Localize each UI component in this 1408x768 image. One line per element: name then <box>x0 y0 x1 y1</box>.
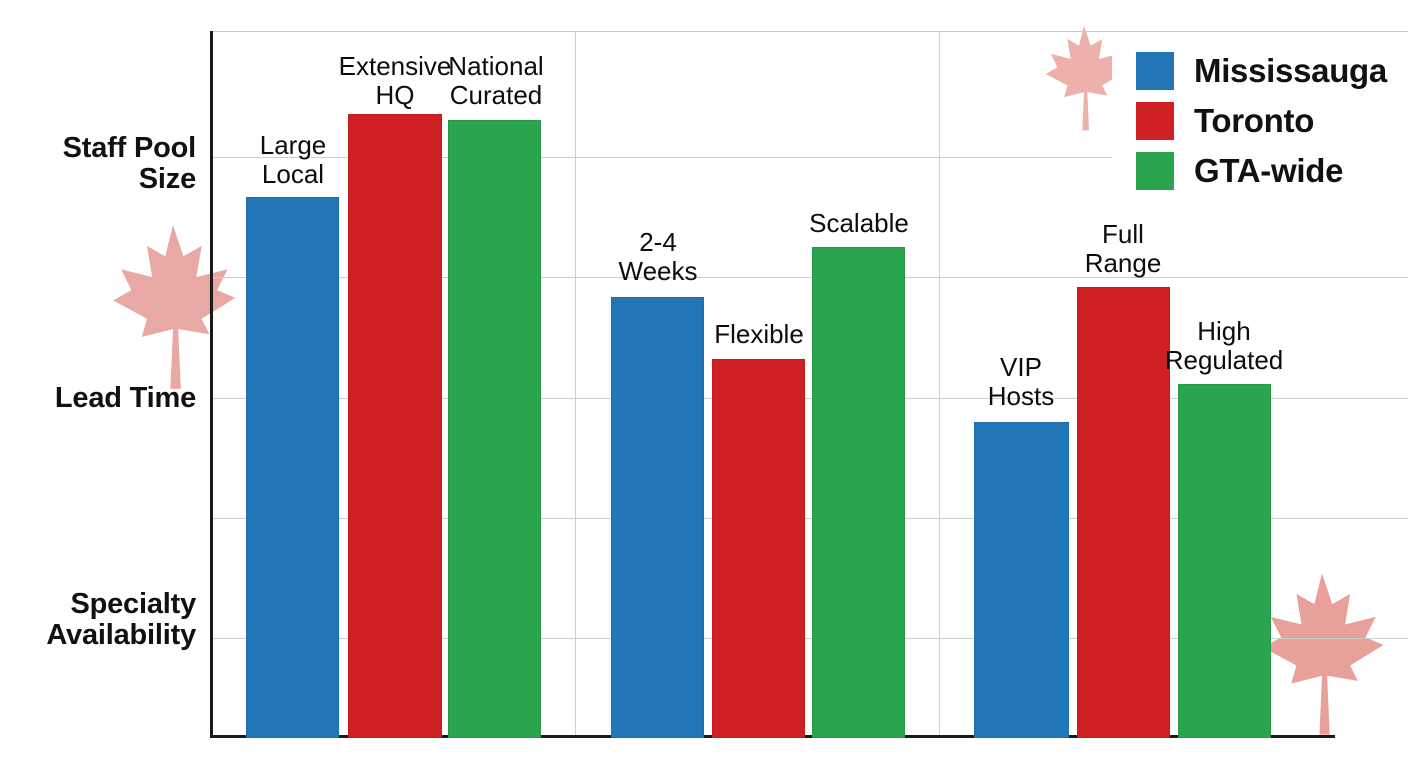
legend-swatch-icon-gta-wide <box>1136 152 1174 190</box>
bar-staff-pool-size-gta-wide[interactable] <box>448 120 541 738</box>
legend-swatch-icon-toronto <box>1136 102 1174 140</box>
legend-label-gta-wide: GTA-wide <box>1194 152 1344 189</box>
gridline-4 <box>210 518 1408 519</box>
bar-staff-pool-size-mississauga[interactable] <box>246 197 339 738</box>
bar-lead-time-toronto[interactable] <box>712 359 805 738</box>
bar-specialty-availability-toronto[interactable] <box>1077 287 1170 738</box>
bar-label-staff-pool-size-gta-wide: National Curated <box>448 51 544 111</box>
legend-label-mississauga: Mississauga <box>1194 52 1387 89</box>
gridline-3 <box>210 398 1408 399</box>
legend-swatch-icon-mississauga <box>1136 52 1174 90</box>
bar-label-lead-time-gta-wide: Scalable <box>809 208 909 238</box>
bar-label-specialty-availability-mississauga: VIP Hosts <box>987 352 1055 412</box>
legend-item-gta-wide[interactable]: GTA-wide <box>1112 146 1408 196</box>
bar-label-lead-time-toronto: Flexible <box>714 319 804 349</box>
bar-staff-pool-size-toronto[interactable] <box>348 114 442 738</box>
bar-specialty-availability-gta-wide[interactable] <box>1178 384 1271 738</box>
legend-item-mississauga[interactable]: Mississauga <box>1112 46 1408 96</box>
bar-specialty-availability-mississauga[interactable] <box>974 422 1069 738</box>
y-axis-label-specialty-availability: Specialty Availability <box>46 588 196 652</box>
legend: Mississauga Toronto GTA-wide <box>1112 32 1408 210</box>
bar-label-lead-time-mississauga: 2-4 Weeks <box>618 227 698 287</box>
plot-top-frame <box>210 31 1408 32</box>
gridline-1 <box>210 157 1408 158</box>
group-separator-2 <box>939 31 940 738</box>
y-axis-label-staff-pool-size: Staff Pool Size <box>62 132 197 196</box>
gridline-2 <box>210 277 1408 278</box>
bar-label-staff-pool-size-toronto: Extensive HQ <box>338 51 452 111</box>
group-separator-1 <box>575 31 576 738</box>
bar-lead-time-mississauga[interactable] <box>611 297 704 738</box>
legend-item-toronto[interactable]: Toronto <box>1112 96 1408 146</box>
y-axis-label-lead-time: Lead Time <box>54 382 196 414</box>
gridline-5 <box>210 638 1408 639</box>
maple-leaf-icon-bottom-right <box>1258 570 1386 738</box>
bar-label-staff-pool-size-mississauga: Large Local <box>259 130 327 190</box>
bar-label-specialty-availability-toronto: Full Range <box>1084 219 1162 279</box>
bar-label-specialty-availability-gta-wide: High Regulated <box>1164 316 1284 376</box>
maple-leaf-icon-left <box>108 222 238 392</box>
legend-label-toronto: Toronto <box>1194 102 1315 139</box>
maple-leaf-icon-top-right <box>1032 24 1136 132</box>
bar-lead-time-gta-wide[interactable] <box>812 247 905 738</box>
